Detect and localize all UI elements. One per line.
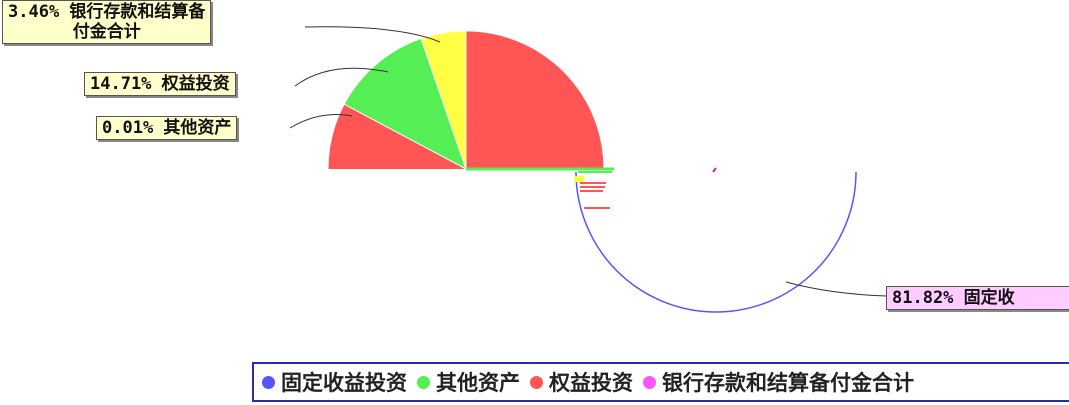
- legend-item: 银行存款和结算备付金合计: [643, 367, 914, 397]
- label-equity-investment: 14.71% 权益投资: [84, 72, 236, 96]
- label-bank-line1: 3.46% 银行存款和结算备: [8, 2, 206, 22]
- artifact-yellow-mark: [574, 176, 584, 182]
- upper-pie-fragment: [327, 30, 614, 171]
- leader-line-3: [785, 281, 887, 297]
- legend-color-dot: [643, 375, 656, 389]
- legend-color-dot: [530, 375, 543, 389]
- legend-color-dot: [262, 375, 275, 389]
- legend-item: 固定收益投资: [262, 367, 407, 397]
- pie-outline-fixed-income: [575, 171, 857, 313]
- leader-lines: [289, 26, 887, 297]
- legend-label: 权益投资: [549, 371, 633, 395]
- leader-line-2: [289, 114, 353, 129]
- lower-pie-fragment: [574, 167, 857, 313]
- legend-color-dot: [417, 375, 430, 389]
- pie-slice-upper-1: [343, 37, 467, 169]
- label-other-assets: 0.01% 其他资产: [96, 116, 238, 140]
- label-fixed-income: 81.82% 固定收: [886, 286, 1069, 310]
- legend-label: 银行存款和结算备付金合计: [662, 371, 914, 395]
- legend-item: 其他资产: [417, 367, 520, 397]
- label-bank-deposits: 3.46% 银行存款和结算备 付金合计: [2, 0, 212, 44]
- legend-label: 固定收益投资: [281, 371, 407, 395]
- pie-slice-upper-2: [420, 30, 467, 169]
- artifact-purple-mark: [712, 167, 717, 173]
- leader-line-0: [304, 26, 441, 43]
- label-bank-line2: 付金合计: [72, 22, 141, 42]
- leader-line-1: [294, 67, 389, 87]
- chart-legend: 固定收益投资 其他资产 权益投资 银行存款和结算备付金合计: [252, 362, 1069, 402]
- legend-item: 权益投资: [530, 367, 633, 397]
- legend-label: 其他资产: [436, 371, 520, 395]
